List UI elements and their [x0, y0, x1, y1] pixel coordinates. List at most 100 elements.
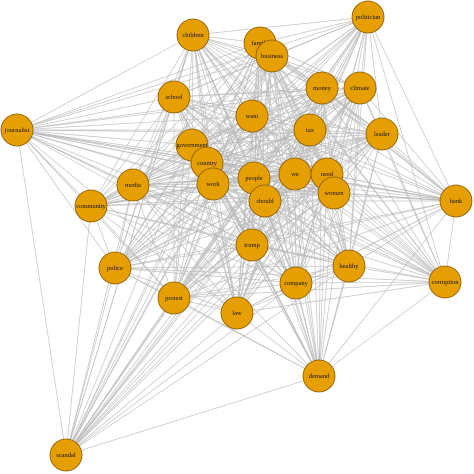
edge-business-corruption [271, 55, 446, 283]
edge-family-journalist [16, 42, 261, 131]
node-media: media [116, 168, 150, 202]
edge-country-family [206, 42, 261, 164]
node-circle-healthy [332, 249, 366, 283]
node-circle-school [157, 80, 191, 114]
edge-journalist-politician [16, 16, 369, 131]
edge-bank-demand [318, 200, 457, 377]
node-circle-media [116, 168, 150, 202]
edge-healthy-want [251, 115, 350, 267]
edge-healthy-politician [348, 16, 369, 267]
edge-children-company [192, 34, 297, 284]
edge-community-school [90, 96, 175, 207]
edge-healthy-trump [251, 244, 350, 267]
edge-corruption-media [132, 184, 446, 283]
node-circle-leader [365, 117, 399, 151]
node-circle-law [220, 296, 254, 330]
node-label-leader: leader [374, 131, 391, 138]
node-politician: politician [351, 0, 385, 34]
edge-corruption-school [173, 96, 446, 283]
node-label-need: need [321, 171, 334, 178]
edge-police-scandal [65, 267, 116, 456]
edge-journalist-need [16, 129, 328, 175]
edge-corruption-law [236, 281, 446, 314]
edge-country-scandal [65, 162, 208, 456]
edge-business-demand [271, 55, 320, 377]
edge-family-school [173, 42, 261, 98]
edge-bank-politician [367, 16, 457, 202]
edge-bank-business [271, 55, 457, 202]
edge-bank-police [114, 200, 457, 269]
node-label-want: want [246, 113, 259, 120]
edge-country-journalist [16, 129, 208, 164]
edge-climate-journalist [16, 87, 361, 131]
node-tax: tax [293, 113, 327, 147]
edge-company-we [294, 173, 297, 284]
node-circle-climate [343, 71, 377, 105]
edge-climate-scandal [65, 87, 361, 456]
edge-government-tax [191, 129, 311, 146]
edge-company-scandal [65, 282, 297, 456]
edge-government-leader [191, 133, 383, 146]
node-label-school: school [166, 94, 183, 101]
node-circle-bank [439, 184, 473, 218]
node-label-should: should [256, 198, 274, 205]
node-label-company: company [284, 280, 309, 287]
edge-bank-trump [251, 200, 457, 246]
edge-business-media [132, 55, 273, 186]
edge-company-politician [295, 16, 369, 284]
node-circle-should [248, 184, 282, 218]
edge-scandal-women [65, 192, 335, 456]
node-leader: leader [365, 117, 399, 151]
edge-family-politician [259, 16, 369, 44]
node-label-work: work [206, 181, 220, 188]
edge-children-politician [192, 16, 369, 36]
edge-demand-police [114, 267, 320, 377]
node-label-tax: tax [306, 127, 315, 134]
edge-community-should [90, 200, 266, 207]
edge-police-want [114, 115, 253, 269]
edge-demand-law [236, 312, 320, 377]
edge-journalist-scandal [16, 129, 67, 456]
node-label-healthy: healthy [339, 263, 359, 270]
node-school: school [157, 80, 191, 114]
edge-politician-want [251, 16, 369, 117]
edge-climate-healthy [348, 87, 361, 267]
node-label-government: government [176, 142, 207, 149]
node-circle-politician [351, 0, 385, 34]
edge-bank-journalist [16, 129, 457, 202]
node-law: law [220, 296, 254, 330]
node-label-protest: protest [165, 295, 183, 302]
edge-community-scandal [65, 205, 92, 456]
edge-bank-family [259, 42, 457, 202]
node-circle-police [98, 251, 132, 285]
node-circle-demand [302, 359, 336, 393]
node-circle-scandal [49, 438, 83, 472]
edge-bank-media [132, 184, 457, 202]
edge-company-protest [173, 282, 297, 299]
edge-leader-people [253, 133, 383, 179]
node-circle-money [305, 71, 339, 105]
edge-journalist-want [16, 115, 253, 131]
node-climate: climate [343, 71, 377, 105]
edge-protest-scandal [65, 297, 175, 456]
edge-leader-media [132, 133, 383, 186]
node-corruption: corruption [428, 265, 462, 299]
edge-corruption-demand [318, 281, 446, 377]
edge-bank-want [251, 115, 457, 202]
edge-layer [16, 16, 457, 456]
edge-demand-family [259, 42, 320, 377]
edge-government-protest [173, 144, 193, 299]
edge-community-company [90, 205, 297, 284]
edge-family-scandal [65, 42, 261, 456]
node-label-country: country [197, 160, 218, 167]
edge-community-journalist [16, 129, 92, 207]
node-label-corruption: corruption [431, 279, 459, 286]
edge-scandal-trump [65, 244, 253, 456]
edge-demand-women [318, 192, 335, 377]
node-label-children: children [182, 32, 204, 39]
node-circle-business [255, 39, 289, 73]
node-label-politician: politician [356, 14, 381, 21]
node-circle-protest [157, 281, 191, 315]
node-circle-women [317, 176, 351, 210]
edge-demand-want [251, 115, 320, 377]
